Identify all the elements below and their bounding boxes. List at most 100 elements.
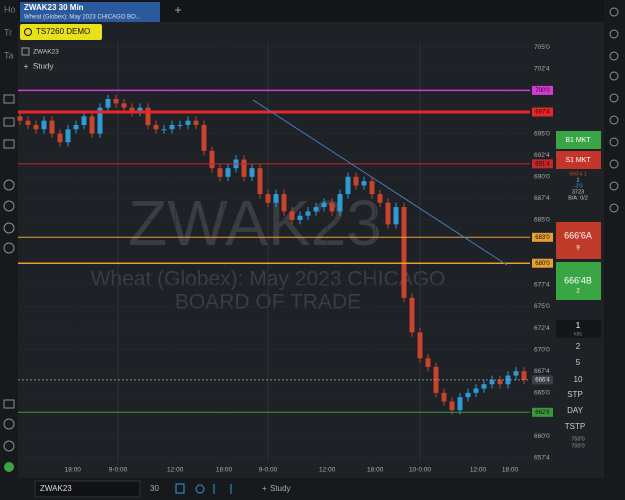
candle-body — [425, 358, 431, 367]
candle-body — [129, 107, 135, 112]
bottom-icons — [175, 483, 232, 494]
y-tick-label: 670'0 — [534, 346, 550, 353]
candle-body — [481, 384, 487, 389]
symbol-value: ZWAK23 — [40, 484, 72, 493]
bottom-study[interactable]: Study — [270, 484, 290, 493]
candle-body — [313, 207, 319, 212]
candle-body — [65, 129, 71, 143]
candle-body — [489, 379, 495, 385]
quantity-option[interactable]: 2 — [576, 342, 581, 351]
bid-size: 2 — [576, 289, 580, 295]
chart-symbol: ZWAK23 — [33, 49, 59, 56]
candle-body — [265, 194, 271, 203]
last-price-tag — [532, 375, 553, 385]
candle-body — [457, 397, 463, 411]
y-tick-label: 665'0 — [534, 390, 550, 397]
candle-body — [401, 207, 407, 298]
y-tick-label: 685'0 — [534, 217, 550, 224]
candle-body — [305, 211, 311, 216]
candle-body — [521, 371, 527, 380]
chart: 705'0 702'4 695'0 692'4 690'0 687'4 685'0 677'4… — [17, 42, 553, 474]
level-label: 662'6 — [535, 410, 550, 416]
ask-button[interactable] — [556, 222, 601, 259]
x-tick-label: 10-0:00 — [409, 467, 431, 474]
candle-body — [337, 194, 343, 212]
candle-body — [217, 168, 223, 177]
level-label: 691'4 — [535, 161, 550, 167]
level-label: 680'0 — [535, 261, 550, 267]
order-type[interactable]: STP — [567, 390, 583, 399]
candle-body — [33, 124, 39, 130]
quantity-option[interactable]: 5 — [576, 358, 581, 367]
buy-button[interactable] — [556, 131, 601, 149]
level-tag — [532, 232, 553, 242]
sell-label: S1 MKT — [565, 157, 591, 164]
toolbar-icons — [609, 7, 619, 213]
candle-body — [201, 124, 207, 151]
interval[interactable]: 30 — [150, 484, 159, 493]
x-tick-label: 9-0:00 — [109, 467, 128, 474]
candle-body — [89, 116, 95, 134]
ask-size: 9 — [576, 246, 580, 252]
level-label: 683'0 — [535, 235, 550, 241]
candle-body — [113, 99, 119, 104]
side-tab[interactable]: Tr — [4, 27, 12, 37]
level-tag — [532, 407, 553, 417]
candle-body — [329, 202, 335, 212]
x-tick-label: 18:00 — [502, 467, 519, 474]
x-tick-label: 12:00 — [470, 467, 487, 474]
position-info: -3'0 — [574, 183, 583, 189]
bid-button[interactable] — [556, 262, 601, 300]
candle-body — [49, 120, 55, 134]
side-icons — [3, 94, 15, 452]
y-tick-label: 702'4 — [534, 66, 550, 73]
account-button[interactable] — [20, 24, 102, 40]
add-tab[interactable]: + — [174, 3, 181, 17]
candle-body — [377, 194, 383, 203]
y-tick-label: 675'0 — [534, 303, 550, 310]
candle-body — [193, 120, 199, 125]
level-tag — [532, 159, 553, 169]
study-button[interactable]: Study — [33, 62, 53, 71]
order-type[interactable]: TSTP — [565, 422, 585, 431]
left-sidebar — [0, 0, 18, 500]
candle-body — [369, 181, 375, 195]
buy-label: B1 MKT — [565, 137, 591, 144]
candle-body — [257, 168, 263, 195]
side-tab[interactable]: Ta — [4, 50, 14, 60]
candle-body — [281, 194, 287, 212]
candle-body — [353, 176, 359, 186]
window-subtitle: Wheat (Globex): May 2023 CHICAGO BO... — [24, 15, 141, 21]
candle-body — [249, 168, 255, 177]
position-info: 3723 — [572, 189, 584, 195]
right-toolbar — [604, 0, 625, 500]
window-tab[interactable] — [20, 2, 160, 22]
candle-body — [393, 207, 399, 225]
status-dot — [4, 462, 14, 472]
watermark: ZWAK23 — [128, 187, 382, 259]
candle-body — [177, 124, 183, 126]
side-tab[interactable]: Ho — [4, 4, 16, 14]
symbol-input[interactable] — [34, 480, 141, 498]
candle-body — [97, 107, 103, 134]
sell-button[interactable] — [556, 151, 601, 169]
y-tick-label: 667'4 — [534, 368, 550, 375]
y-tick-label: 687'4 — [534, 195, 550, 202]
quantity-unit: lots — [574, 331, 582, 337]
x-tick-label: 18:00 — [367, 467, 384, 474]
candle-body — [25, 120, 31, 125]
candle-body — [417, 332, 423, 359]
level-tag — [532, 85, 553, 95]
order-type[interactable]: DAY — [567, 406, 584, 415]
candle-body — [57, 133, 63, 143]
candle-body — [153, 124, 159, 130]
quantity-box[interactable] — [556, 320, 601, 338]
ask-price: 666'6A — [564, 230, 592, 240]
candle-body — [273, 194, 279, 203]
x-tick-label: 9-0:00 — [259, 467, 278, 474]
quantity-option[interactable]: 10 — [574, 375, 583, 384]
candle-body — [81, 116, 87, 125]
candle-body — [297, 215, 303, 221]
